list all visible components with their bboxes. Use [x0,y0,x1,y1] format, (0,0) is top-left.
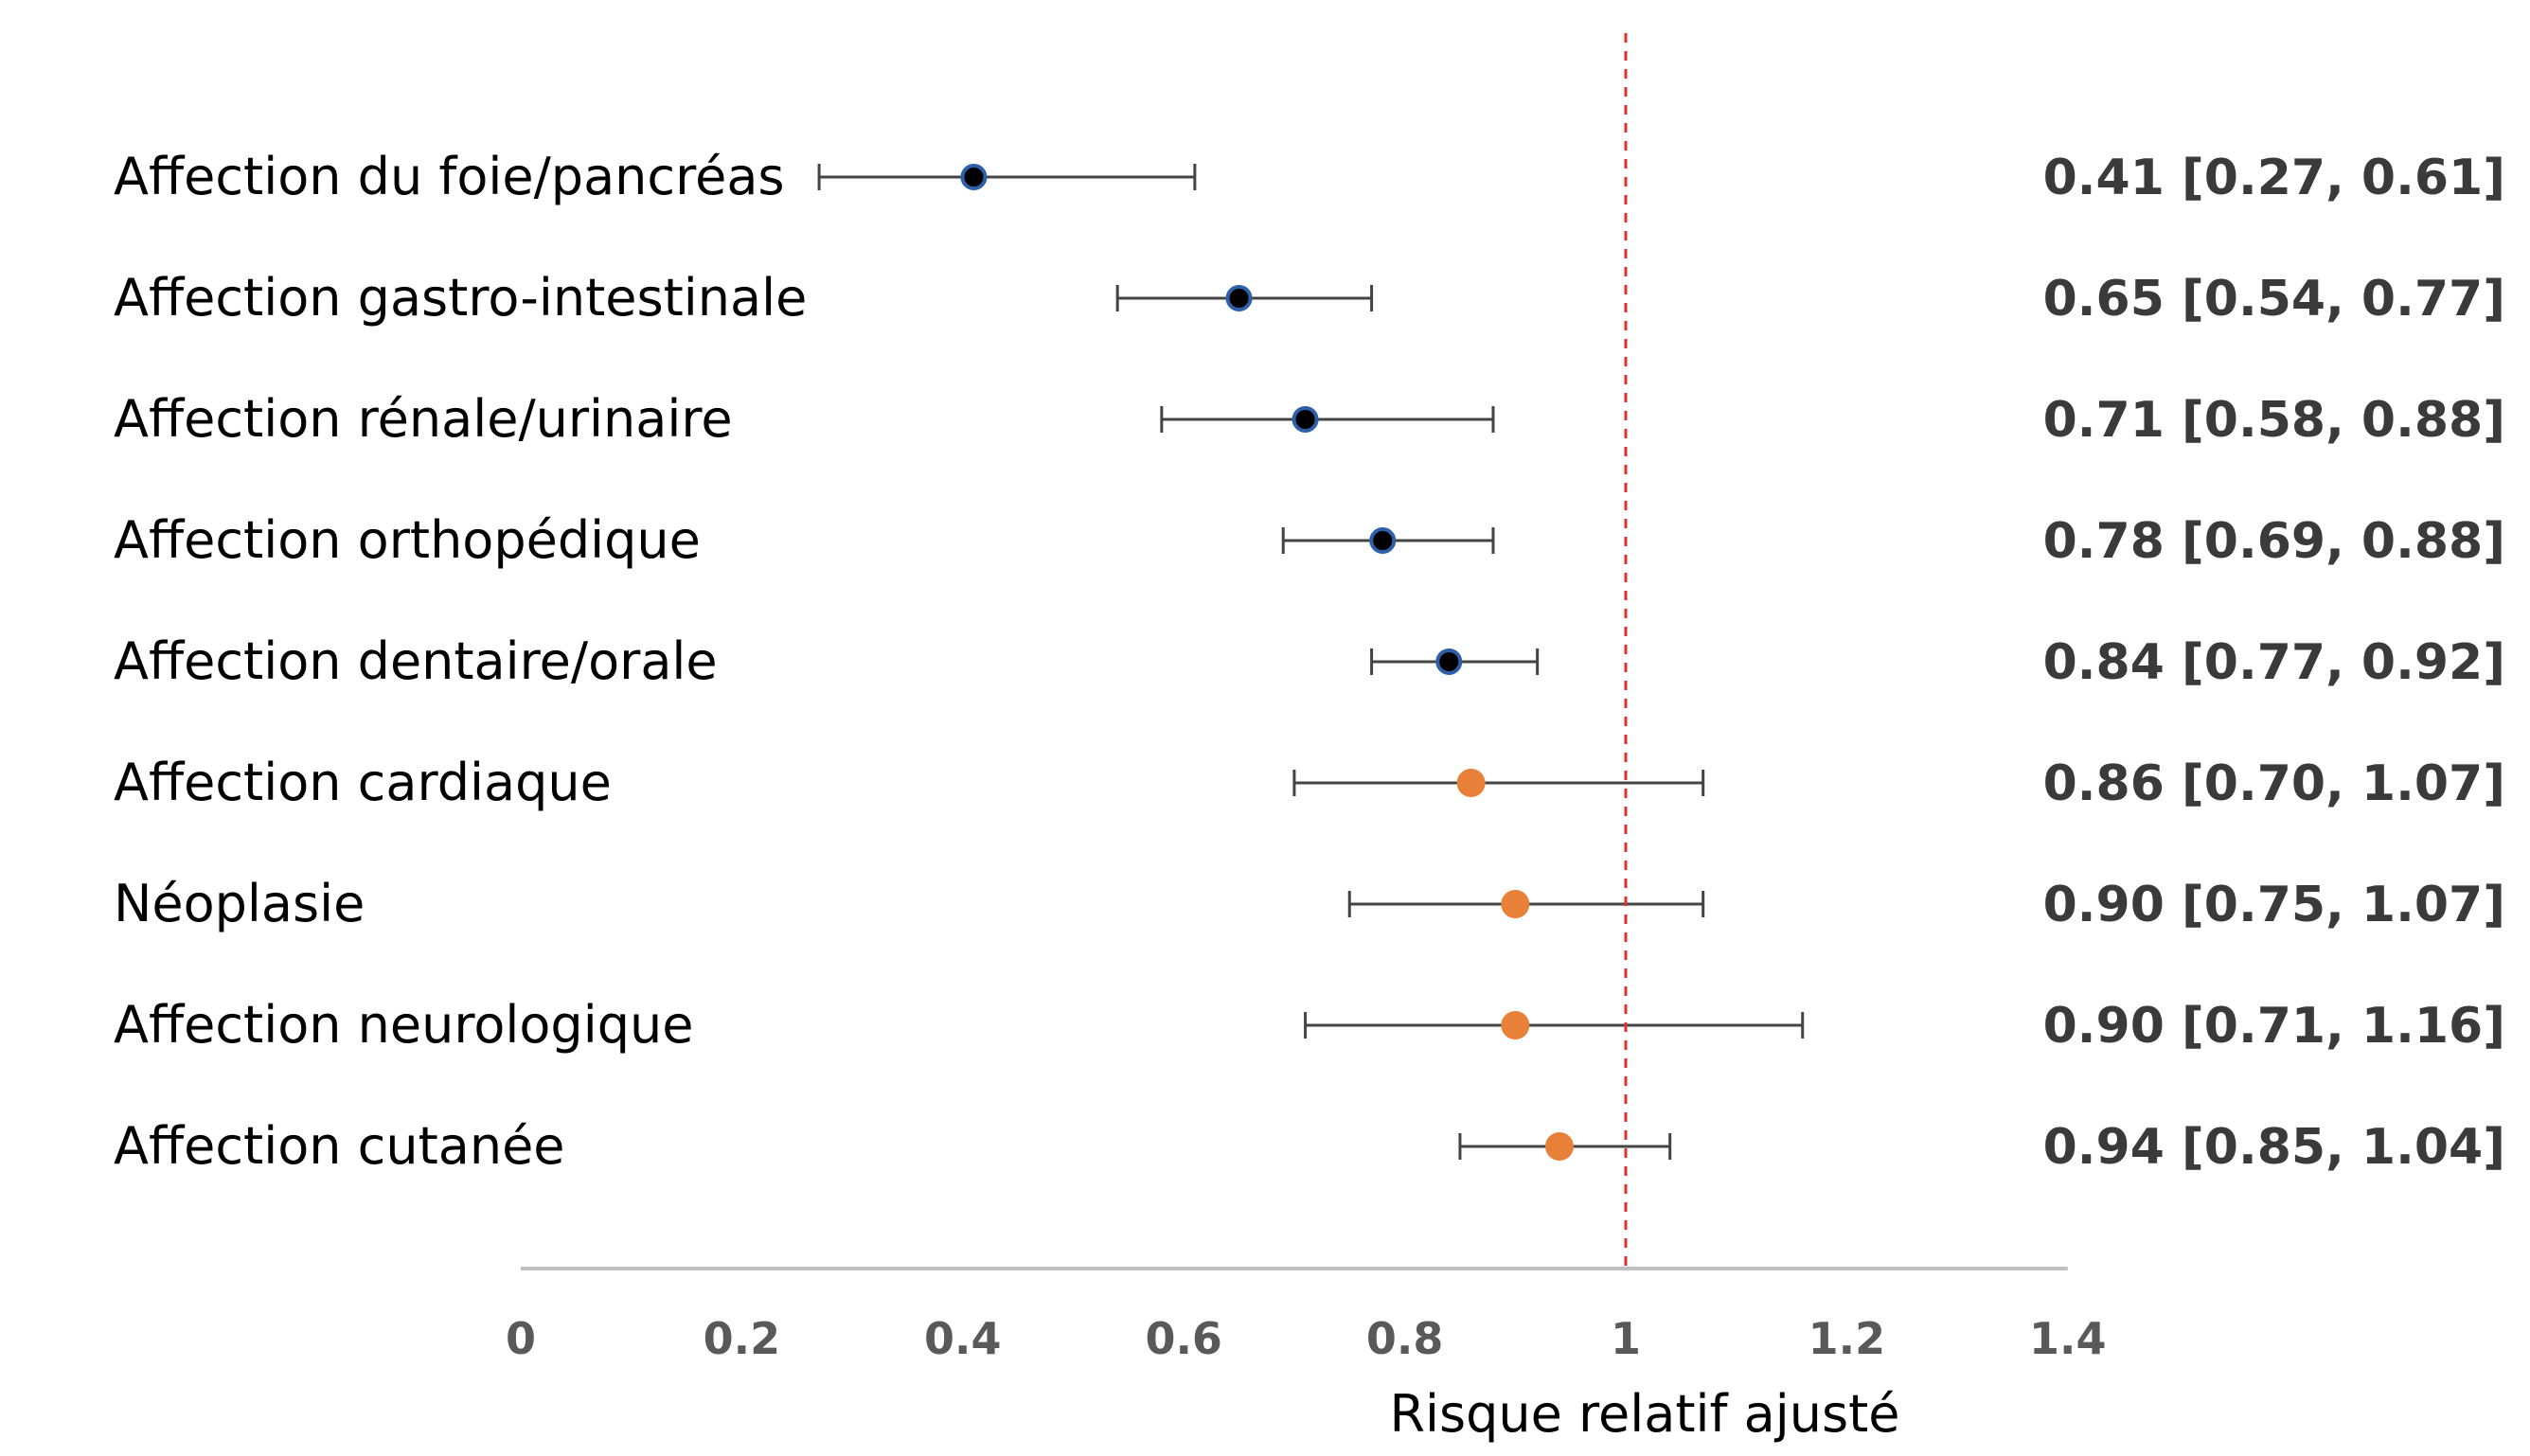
forest-row: Affection cardiaque 0.86 [0.70, 1.07] [114,753,2505,812]
category-label: Affection orthopédique [114,510,701,570]
forest-row: Néoplasie 0.90 [0.75, 1.07] [114,874,2505,933]
estimate-value-label: 0.78 [0.69, 0.88] [2043,513,2505,570]
x-tick-label: 1 [1611,1313,1641,1364]
rows-layer: Affection du foie/pancréas 0.41 [0.27, 0.… [114,147,2505,1176]
x-tick-label: 1.2 [1808,1313,1886,1364]
forest-row: Affection neurologique 0.90 [0.71, 1.16] [114,995,2505,1055]
category-label: Néoplasie [114,874,365,933]
category-label: Affection gastro-intestinale [114,268,807,328]
estimate-value-label: 0.90 [0.75, 1.07] [2043,877,2505,933]
estimate-value-label: 0.94 [0.85, 1.04] [2043,1119,2505,1176]
estimate-point [1501,890,1530,918]
estimate-point [1435,648,1463,675]
estimate-value-label: 0.90 [0.71, 1.16] [2043,998,2505,1055]
estimate-value-label: 0.86 [0.70, 1.07] [2043,755,2505,812]
category-label: Affection dentaire/orale [114,631,718,691]
x-tick-label: 1.4 [2029,1313,2107,1364]
x-tick-label: 0.4 [924,1313,1002,1364]
estimate-point [960,164,988,190]
forest-row: Affection rénale/urinaire 0.71 [0.58, 0.8… [114,389,2505,449]
estimate-point [1501,1011,1530,1039]
forest-row: Affection orthopédique 0.78 [0.69, 0.88] [114,510,2505,570]
x-tick-label: 0.2 [704,1313,781,1364]
x-axis-ticks: 0 0.2 0.4 0.6 0.8 1 1.2 1.4 [506,1313,2107,1364]
estimate-point [1225,285,1253,311]
estimate-point [1544,1132,1574,1161]
estimate-value-label: 0.84 [0.77, 0.92] [2043,634,2505,691]
estimate-point [1292,406,1319,433]
category-label: Affection du foie/pancréas [114,147,785,206]
estimate-value-label: 0.41 [0.27, 0.61] [2043,150,2505,206]
x-tick-label: 0.6 [1145,1313,1222,1364]
forest-row: Affection gastro-intestinale 0.65 [0.54, … [114,268,2505,328]
x-tick-label: 0 [506,1313,536,1364]
estimate-value-label: 0.71 [0.58, 0.88] [2043,392,2505,449]
forest-row: Affection du foie/pancréas 0.41 [0.27, 0.… [114,147,2505,206]
forest-row: Affection dentaire/orale 0.84 [0.77, 0.92… [114,631,2505,691]
estimate-point [1369,527,1397,554]
estimate-point [1456,769,1486,797]
category-label: Affection neurologique [114,995,693,1055]
x-tick-label: 0.8 [1366,1313,1444,1364]
estimate-value-label: 0.65 [0.54, 0.77] [2043,271,2505,328]
category-label: Affection cutanée [114,1116,565,1176]
category-label: Affection rénale/urinaire [114,389,733,449]
forest-row: Affection cutanée 0.94 [0.85, 1.04] [114,1116,2505,1176]
x-axis-title: Risque relatif ajusté [1389,1384,1899,1444]
category-label: Affection cardiaque [114,753,612,812]
